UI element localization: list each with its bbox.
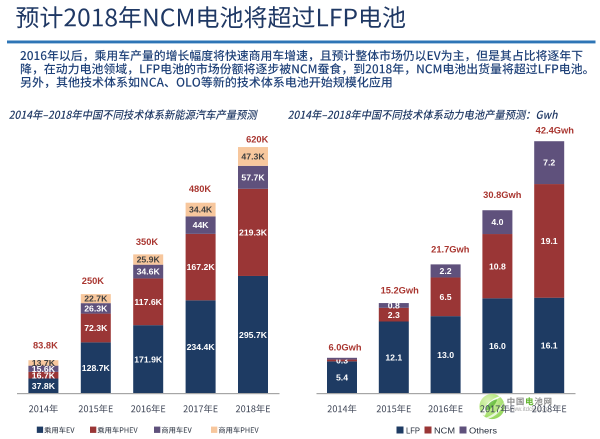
svg-text:72.3K: 72.3K (84, 323, 108, 333)
svg-text:2.3: 2.3 (388, 310, 400, 320)
svg-text:37.8K: 37.8K (32, 381, 56, 391)
svg-text:6.5: 6.5 (440, 292, 452, 302)
svg-text:42.4Gwh: 42.4Gwh (536, 126, 575, 136)
svg-text:171.9K: 171.9K (134, 354, 163, 364)
svg-text:47.3K: 47.3K (241, 152, 265, 162)
svg-text:5.4: 5.4 (336, 373, 348, 383)
svg-text:16.7K: 16.7K (32, 370, 56, 380)
svg-text:250K: 250K (82, 276, 105, 286)
svg-text:NCM: NCM (434, 426, 455, 436)
svg-text:0.8: 0.8 (388, 301, 400, 311)
svg-text:128.7K: 128.7K (82, 363, 111, 373)
svg-text:15.2Gwh: 15.2Gwh (381, 285, 420, 295)
svg-text:7.2: 7.2 (543, 158, 555, 168)
svg-text:219.3K: 219.3K (239, 228, 268, 238)
svg-text:83.8K: 83.8K (33, 340, 58, 350)
svg-text:620K: 620K (246, 135, 269, 145)
svg-text:16.0: 16.0 (489, 341, 506, 351)
svg-text:12.1: 12.1 (385, 353, 402, 363)
svg-text:15.6K: 15.6K (32, 364, 56, 374)
svg-text:www.itdcw.com: www.itdcw.com (507, 407, 549, 413)
svg-text:0.3: 0.3 (336, 356, 348, 366)
svg-text:4.0: 4.0 (491, 217, 503, 227)
svg-text:30.8Gwh: 30.8Gwh (483, 190, 522, 200)
svg-text:2.2: 2.2 (440, 266, 452, 276)
svg-text:34.6K: 34.6K (137, 267, 161, 277)
svg-text:34.4K: 34.4K (189, 205, 213, 215)
svg-text:295.7K: 295.7K (239, 330, 268, 340)
svg-text:21.7Gwh: 21.7Gwh (431, 244, 470, 254)
svg-text:350K: 350K (136, 237, 159, 247)
svg-text:22.7K: 22.7K (84, 294, 108, 304)
svg-text:117.6K: 117.6K (134, 297, 162, 307)
svg-text:16.1: 16.1 (541, 341, 558, 351)
svg-text:57.7K: 57.7K (241, 172, 265, 182)
svg-text:10.8: 10.8 (489, 261, 506, 271)
svg-text:13.7K: 13.7K (32, 358, 56, 368)
svg-text:6.0Gwh: 6.0Gwh (328, 343, 361, 353)
svg-text:Others: Others (469, 426, 497, 436)
svg-text:25.9K: 25.9K (137, 255, 161, 265)
svg-text:167.2K: 167.2K (187, 262, 216, 272)
svg-text:480K: 480K (189, 184, 212, 194)
svg-text:LFP: LFP (406, 426, 420, 436)
svg-text:26.3K: 26.3K (84, 304, 108, 314)
svg-text:44K: 44K (193, 220, 210, 230)
svg-text:19.1: 19.1 (541, 236, 558, 246)
svg-text:13.0: 13.0 (437, 350, 454, 360)
svg-text:234.4K: 234.4K (187, 342, 216, 352)
